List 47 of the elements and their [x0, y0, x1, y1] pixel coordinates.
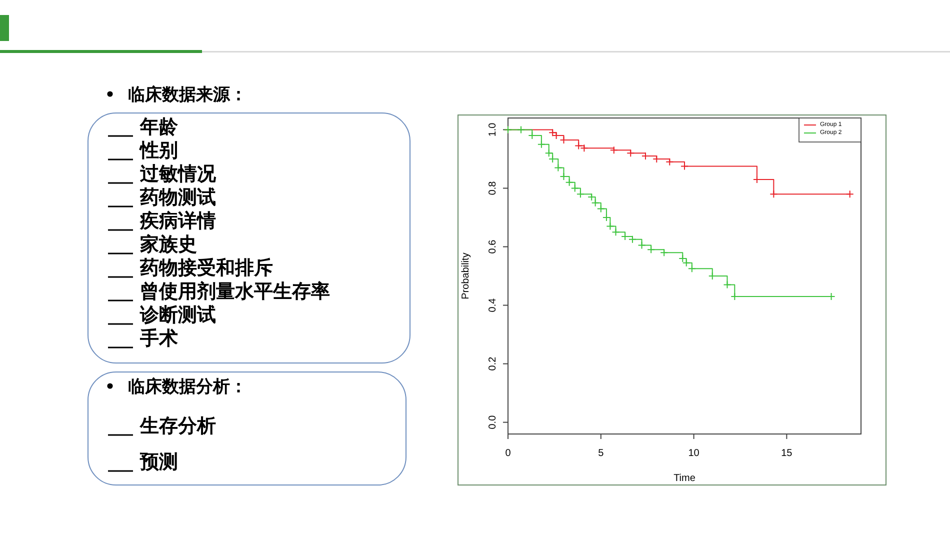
text: 药物接受和排斥 [139, 257, 273, 279]
text: 临床数据分析： [128, 377, 247, 397]
text: 过敏情况 [139, 163, 217, 185]
x-tick-label: 0 [505, 448, 512, 459]
text: 临床数据来源： [128, 85, 247, 105]
text: 曾使用剂量水平生存率 [140, 280, 330, 302]
point [596, 204, 605, 213]
text: 预测 [139, 451, 178, 473]
point [770, 190, 778, 198]
point [666, 158, 674, 166]
text: 疾病详情 [139, 210, 216, 232]
point [554, 164, 562, 172]
y-tick-label: 0.0 [488, 414, 498, 430]
point [610, 146, 618, 154]
point [846, 190, 854, 198]
text: 年龄 [139, 116, 179, 138]
point [576, 190, 584, 198]
x-tick-label: 15 [781, 448, 793, 459]
text: 生存分析 [139, 415, 216, 437]
point [647, 246, 656, 254]
point [638, 241, 646, 250]
point [628, 235, 636, 244]
y-tick-label: 1.0 [488, 122, 498, 137]
point [688, 264, 696, 273]
text: 性别 [139, 140, 178, 162]
y-tick-label: 0.2 [488, 356, 498, 371]
point [548, 128, 557, 137]
point [612, 228, 620, 236]
text: 家族史 [139, 234, 197, 256]
text: 诊断测试 [139, 304, 216, 326]
x-axis-title: Time [674, 473, 696, 484]
point [517, 126, 526, 134]
point [723, 280, 732, 289]
y-tick-label: 0.8 [488, 180, 498, 196]
x-tick-label: 5 [598, 448, 604, 459]
point [606, 222, 614, 230]
point [660, 248, 668, 257]
y-tick-label: 0.4 [488, 298, 498, 312]
y-tick-label: 0.6 [488, 239, 498, 254]
point [570, 184, 579, 192]
y-axis-title: Probability [460, 252, 472, 300]
point [626, 149, 635, 158]
text: 手术 [139, 328, 178, 350]
text: 药物测试 [139, 186, 216, 208]
x-tick-label: 10 [688, 448, 700, 459]
point [565, 178, 574, 186]
point [537, 140, 546, 148]
